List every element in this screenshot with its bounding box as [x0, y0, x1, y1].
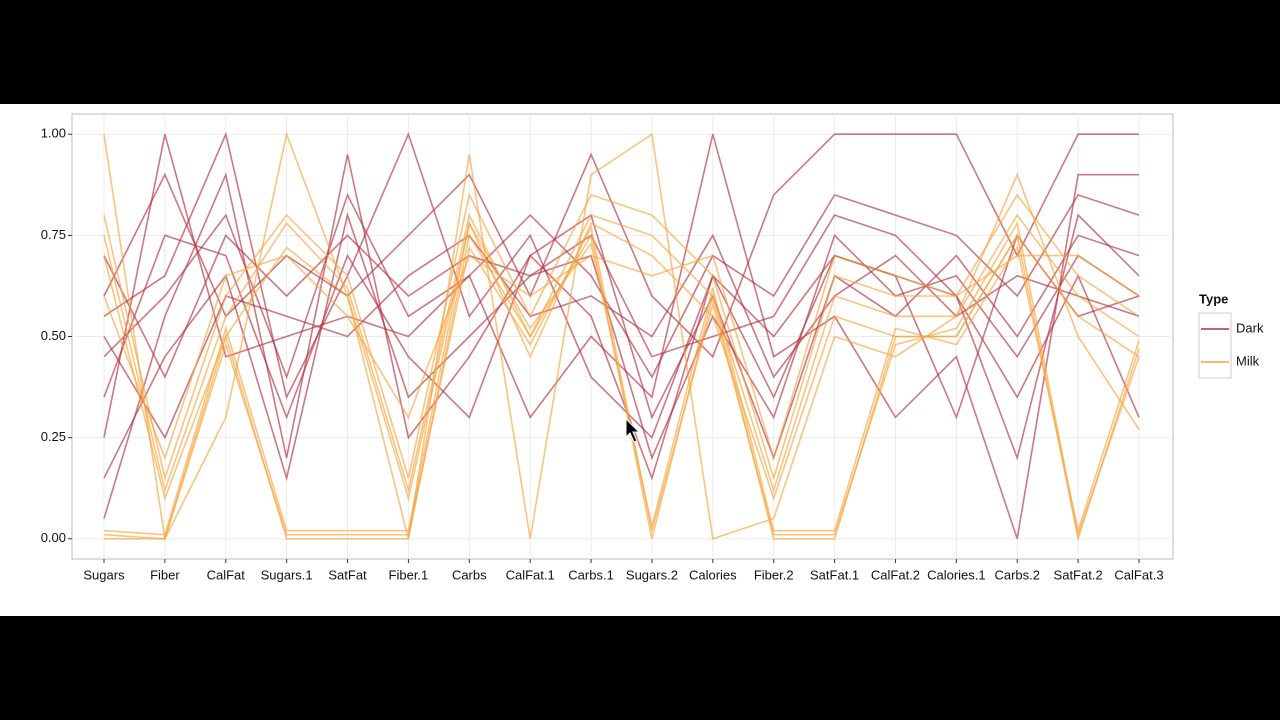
data-line [103, 131, 1140, 440]
x-tick-label: SatFat [328, 567, 367, 582]
x-tick-label: CalFat.1 [506, 567, 555, 582]
y-tick-label: 0.50 [41, 328, 66, 343]
x-tick-label: Calories [689, 567, 737, 582]
lines [103, 131, 1140, 542]
x-tick-label: Carbs.2 [994, 567, 1040, 582]
x-tick-label: Fiber.1 [389, 567, 429, 582]
data-line [103, 131, 1140, 542]
x-tick-label: Sugars.1 [261, 567, 313, 582]
data-line [103, 154, 1140, 519]
x-tick-label: Calories.1 [927, 567, 986, 582]
data-line [103, 214, 1140, 418]
x-tick-label: Fiber [150, 567, 180, 582]
y-tick-label: 0.00 [41, 530, 66, 545]
data-line [103, 220, 1140, 502]
y-tick-label: 1.00 [41, 126, 66, 141]
data-line [103, 212, 1140, 494]
x-tick-label: SatFat.2 [1054, 567, 1103, 582]
data-line [103, 220, 1140, 540]
x-tick-label: Fiber.2 [754, 567, 794, 582]
x-tick-label: SatFat.1 [810, 567, 859, 582]
legend-box [1198, 312, 1232, 379]
legend-title: Type [1199, 291, 1228, 306]
x-tick-label: Carbs [452, 567, 487, 582]
x-tick-label: CalFat.3 [1114, 567, 1163, 582]
x-tick-label: CalFat [207, 567, 246, 582]
legend: Dark Milk [1201, 320, 1264, 368]
data-line [103, 213, 1140, 481]
y-tick-label: 0.25 [41, 429, 66, 444]
y-tick-label: 0.75 [41, 227, 66, 242]
legend-label: Dark [1236, 320, 1264, 335]
x-tick-label: Carbs.1 [568, 567, 614, 582]
data-line [103, 192, 1140, 482]
x-tick-label: CalFat.2 [871, 567, 920, 582]
x-tick-label: Sugars [83, 567, 125, 582]
data-line [103, 220, 1140, 536]
x-tick-label: Sugars.2 [626, 567, 678, 582]
data-line [103, 254, 1140, 461]
legend-label: Milk [1236, 353, 1260, 368]
cursor [625, 417, 641, 443]
axes: 0.00 0.25 0.50 0.75 1.00 Sugars Fiber CalFat Sug… [41, 126, 1164, 583]
